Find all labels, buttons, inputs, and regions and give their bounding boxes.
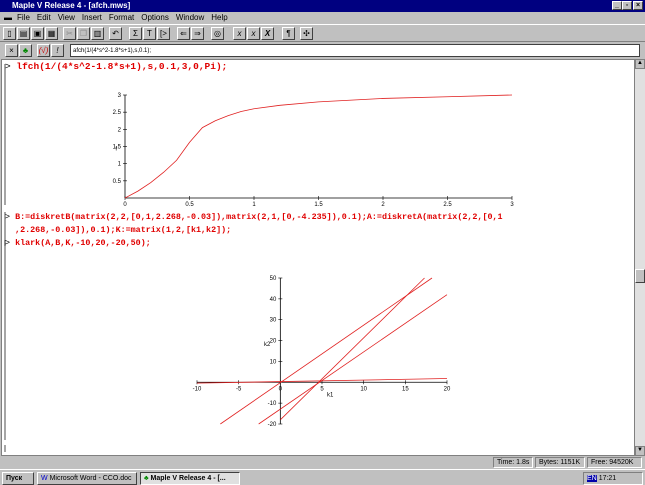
print-icon[interactable]: ▦ [45, 27, 58, 40]
indent-icon[interactable]: ⇒ [191, 27, 204, 40]
y-tick-label: 2.5 [113, 110, 122, 116]
menu-help[interactable]: Help [211, 13, 228, 22]
x-tick-label: 0 [279, 386, 283, 392]
title-bar: Maple V Release 4 - [afch.mws] [0, 0, 645, 12]
close-button[interactable]: × [633, 1, 643, 10]
x-tick-label: 15 [402, 386, 409, 392]
toolbar: ▯ ▤ ▣ ▦ ✂ ❐ ▥ ↶ Σ T [> ⇐ ⇒ ◎ x x X ¶ ✣ [0, 24, 645, 42]
italic-x2-button[interactable]: x [247, 27, 260, 40]
menu-bar: ▬ File Edit View Insert Format Options Window He… [0, 12, 645, 24]
x-tick-label: -10 [193, 386, 202, 392]
y-tick-label: 10 [270, 359, 277, 365]
undo-icon[interactable]: ↶ [109, 27, 122, 40]
x-tick-label: -5 [236, 386, 242, 392]
cut-icon[interactable]: ✂ [63, 27, 76, 40]
series-line [280, 277, 425, 421]
input-line-2-cont: ,2.268,-0.03]),0.1);K:=matrix(1,2,[k1,k2… [15, 225, 232, 235]
y-axis-label: f [115, 147, 117, 153]
insert-input-button[interactable]: [> [157, 27, 170, 40]
menu-insert[interactable]: Insert [81, 13, 102, 22]
paragraph-button[interactable]: ¶ [282, 27, 295, 40]
status-bytes: Bytes: 1151K [535, 457, 585, 468]
status-time: Time: 1.8s [493, 457, 533, 468]
word-icon: W [41, 475, 48, 482]
execute-icon[interactable]: ! [51, 44, 64, 57]
task-maple[interactable]: ♣ Maple V Release 4 - [... [140, 472, 240, 485]
input-line-1: > lfch(1/(4*s^2-1.8*s+1),s,0.1,3,0,Pi); [5, 61, 228, 72]
command-input[interactable]: afch(1/(4*s^2-1.8*s+1),s,0.1); [70, 44, 640, 57]
context-bar: × ♣ (√) ! afch(1/(4*s^2-1.8*s+1),s,0.1); [0, 43, 645, 59]
scroll-down-icon[interactable]: ▼ [635, 446, 645, 456]
menu-file[interactable]: File [17, 13, 30, 22]
start-button[interactable]: Пуск [2, 472, 34, 485]
x-tick-label: 5 [320, 386, 324, 392]
y-tick-label: 3 [118, 93, 122, 99]
plots-svg: 0 0.5 1 1.5 2 2.5 3 0.5 1 1.5 2 2.5 3 f -10 -5 0 5 10 15 20 -… [4, 64, 514, 452]
y-tick-label: 1 [118, 162, 122, 168]
y-tick-label: 40 [270, 297, 277, 303]
stop-icon[interactable]: ◎ [211, 27, 224, 40]
y-tick-label: 30 [270, 318, 277, 324]
scroll-thumb[interactable] [635, 269, 645, 283]
language-indicator[interactable]: EN [587, 475, 597, 482]
copy-icon[interactable]: ❐ [77, 27, 90, 40]
task-word[interactable]: W Microsoft Word - CCO.doc [37, 472, 137, 485]
menu-edit[interactable]: Edit [36, 13, 51, 22]
menu-window[interactable]: Window [175, 13, 205, 22]
save-icon[interactable]: ▣ [31, 27, 44, 40]
text-mode-button[interactable]: T [143, 27, 156, 40]
x-tick-label: 1.5 [314, 202, 323, 208]
maple-icon: ♣ [144, 475, 149, 482]
accept-icon[interactable]: ♣ [19, 44, 32, 57]
y-tick-label: 50 [270, 276, 277, 282]
italic-X-button[interactable]: X [261, 27, 274, 40]
expression-icon[interactable]: (√) [37, 44, 50, 57]
y-tick-label: 20 [270, 339, 277, 345]
series-line [258, 294, 448, 425]
status-free: Free: 94520K [587, 457, 642, 468]
x-axis-label: k1 [327, 392, 334, 398]
open-icon[interactable]: ▤ [17, 27, 30, 40]
x-tick-label: 0.5 [185, 202, 194, 208]
italic-x-button[interactable]: x [233, 27, 246, 40]
y-axis-label: k2 [264, 342, 271, 348]
scroll-up-icon[interactable]: ▲ [635, 59, 645, 69]
new-icon[interactable]: ▯ [3, 27, 16, 40]
cancel-icon[interactable]: × [5, 44, 18, 57]
zoom-icon[interactable]: ✣ [300, 27, 313, 40]
input-line-3: > klark(A,B,K,-10,20,-20,50); [5, 238, 151, 248]
menu-view[interactable]: View [57, 13, 75, 22]
paste-icon[interactable]: ▥ [91, 27, 104, 40]
y-tick-label: -20 [268, 422, 277, 428]
x-tick-label: 0 [123, 202, 127, 208]
minimize-button[interactable]: _ [612, 1, 622, 10]
x-tick-label: 1 [252, 202, 256, 208]
math-mode-button[interactable]: Σ [129, 27, 142, 40]
y-tick-label: 2 [118, 127, 122, 133]
outdent-icon[interactable]: ⇐ [177, 27, 190, 40]
y-tick-label: 0.5 [113, 179, 122, 185]
y-tick-label: 1.5 [113, 145, 122, 151]
series-line [196, 378, 448, 384]
taskbar: Пуск W Microsoft Word - CCO.doc ♣ Maple … [0, 469, 645, 485]
y-tick-label: -10 [268, 401, 277, 407]
doc-menu-icon[interactable]: ▬ [4, 13, 12, 22]
menu-format[interactable]: Format [108, 13, 135, 22]
x-tick-label: 3 [510, 202, 514, 208]
worksheet[interactable]: > lfch(1/(4*s^2-1.8*s+1),s,0.1,3,0,Pi); … [1, 59, 635, 456]
x-tick-label: 2.5 [443, 202, 452, 208]
series-line [220, 277, 433, 425]
system-tray: EN 17:21 [583, 472, 643, 485]
x-tick-label: 2 [381, 202, 385, 208]
clock: 17:21 [598, 475, 617, 482]
series-line [124, 94, 513, 199]
menu-options[interactable]: Options [141, 13, 169, 22]
window-title: Maple V Release 4 - [afch.mws] [12, 1, 131, 10]
x-tick-label: 10 [360, 386, 367, 392]
maximize-button[interactable]: ▫ [622, 1, 632, 10]
x-tick-label: 20 [444, 386, 451, 392]
status-bar: Time: 1.8s Bytes: 1151K Free: 94520K [0, 456, 645, 469]
input-line-2: > B:=diskretB(matrix(2,2,[0,1,2.268,-0.0… [5, 212, 503, 222]
vertical-scrollbar[interactable]: ▲ ▼ [635, 59, 645, 456]
